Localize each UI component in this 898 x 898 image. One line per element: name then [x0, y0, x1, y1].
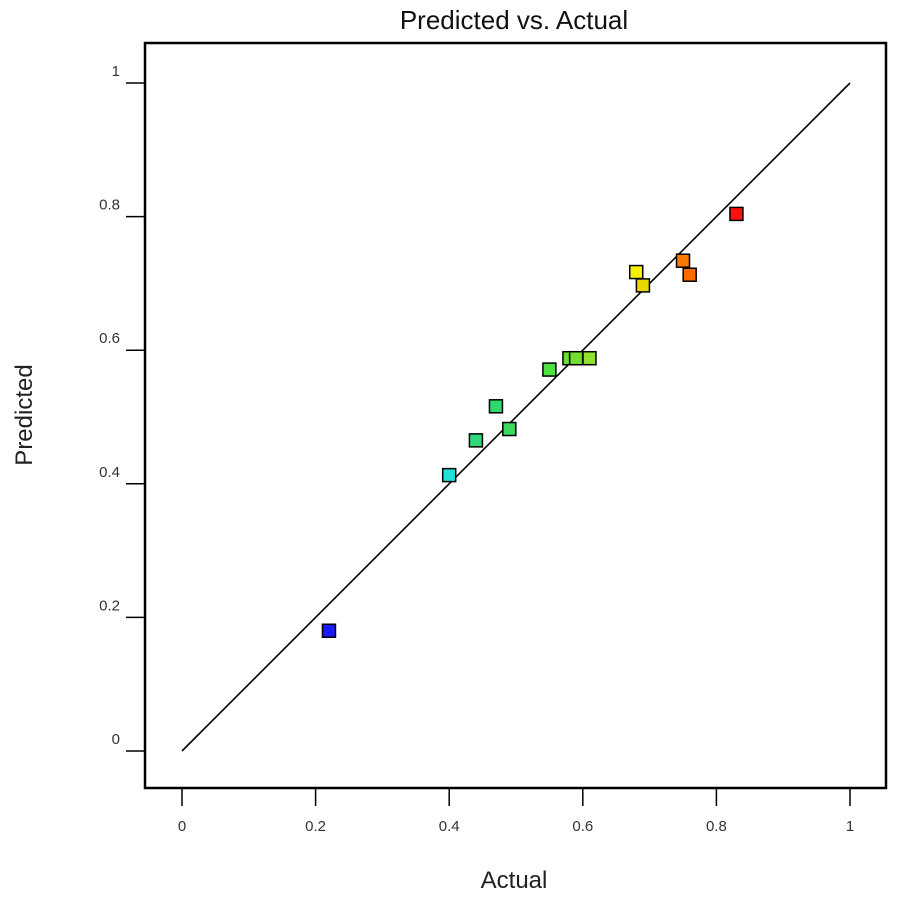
- reference-line-group: [181, 82, 851, 752]
- data-point: [729, 206, 744, 222]
- data-point: [468, 433, 484, 448]
- data-points: [321, 206, 744, 639]
- data-point: [488, 399, 504, 414]
- x-tick-label: 0.6: [572, 818, 593, 835]
- chart-title: Predicted vs. Actual: [400, 5, 628, 35]
- data-point: [321, 623, 337, 639]
- x-tick-label: 0.2: [305, 818, 326, 835]
- data-point: [682, 267, 697, 282]
- y-tick-label: 0.6: [99, 330, 120, 347]
- y-axis: 0 0.2 0.4 0.6 0.8 1: [99, 63, 145, 752]
- data-point: [568, 350, 584, 366]
- x-tick-label: 0.4: [439, 818, 460, 835]
- x-tick-label: 1: [846, 818, 854, 835]
- data-point: [628, 264, 644, 280]
- data-point: [542, 362, 557, 377]
- data-point: [675, 253, 691, 268]
- y-tick-label: 1: [112, 63, 120, 80]
- x-axis: 0 0.2 0.4 0.6 0.8 1: [178, 788, 854, 835]
- x-tick-label: 0.8: [706, 818, 727, 835]
- data-point: [635, 278, 651, 293]
- y-axis-label: Predicted: [11, 364, 38, 465]
- y-tick-label: 0.2: [99, 597, 120, 614]
- data-point: [582, 350, 597, 366]
- y-tick-label: 0: [112, 731, 120, 748]
- y-tick-label: 0.8: [99, 197, 120, 214]
- data-point: [441, 467, 457, 483]
- x-tick-label: 0: [178, 818, 186, 835]
- x-axis-label: Actual: [481, 867, 548, 894]
- reference-line: [181, 82, 851, 752]
- y-tick-label: 0.4: [99, 464, 120, 481]
- data-point: [502, 421, 517, 437]
- plot-area-frame: [143, 41, 888, 790]
